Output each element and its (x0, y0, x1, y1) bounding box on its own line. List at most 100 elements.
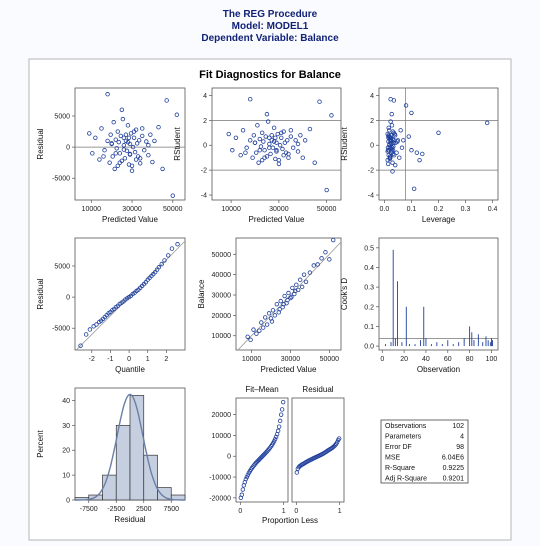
cooks-d-y-tick-label: 0.0 (364, 344, 374, 351)
rstud-lev-point (436, 130, 441, 135)
obs-pred-point (257, 328, 262, 333)
resid-pred-point (119, 107, 125, 112)
obs-pred-point (269, 319, 275, 324)
rstud-pred-x-tick-label: 10000 (221, 206, 241, 213)
rstud-pred-point (269, 133, 274, 138)
rstud-pred-point (251, 133, 257, 138)
cooks-d-y-tick-label: 0.5 (364, 245, 374, 252)
rstud-pred-point (262, 148, 267, 153)
rstud-lev-x-tick-label: 0.0 (380, 206, 390, 213)
rstud-pred-point (270, 145, 276, 150)
rstud-lev-point (391, 140, 396, 145)
obs-pred-point (299, 284, 305, 290)
rstud-lev-point (484, 120, 490, 126)
dependent-variable-title: Dependent Variable: Balance (201, 33, 339, 44)
fit-statistic-value: 0.9201 (443, 475, 465, 482)
resid-pred-point (146, 143, 151, 148)
rstud-lev-point (387, 155, 393, 160)
obs-pred-point (278, 298, 283, 304)
cooks-d-panel: 0 20 40 60 80 100 0.0 0.1 0.2 0.3 0.4 0.5 Observatio… (340, 237, 499, 374)
fit-statistics-table: Observations 102 Parameters 4 Error DF 98 MSE 6… (380, 419, 469, 484)
spread-point (245, 472, 251, 478)
obs-pred-panel: 10000 30000 50000 10000 20000 30000 40000 50000… (197, 237, 342, 374)
rstud-pred-point (291, 145, 296, 150)
resid-pred-point (105, 92, 110, 97)
resid-pred-point (115, 163, 120, 168)
rstud-pred-point (248, 96, 253, 102)
obs-pred-y-tick-label: 40000 (212, 272, 232, 279)
rstud-lev-point (391, 152, 397, 158)
spread-point (278, 412, 284, 417)
fit-statistic-label: Observations (385, 423, 427, 430)
rstud-pred-point (248, 138, 253, 143)
resid-pred-point (140, 133, 145, 139)
rstud-pred-point (274, 140, 279, 145)
rstud-lev-point (398, 128, 403, 133)
resid-pred-point (140, 126, 145, 131)
obs-pred-point (288, 295, 293, 301)
resid-pred-point (152, 138, 157, 144)
resid-pred-point (102, 148, 107, 153)
obs-pred-point (272, 313, 278, 318)
rstud-pred-point (259, 130, 265, 135)
rstud-lev-point (397, 155, 402, 160)
resid-pred-y-tick-label: 5000 (54, 114, 70, 121)
spread-x-tick-label: 1 (338, 508, 342, 515)
obs-pred-point (266, 311, 272, 316)
obs-pred-x-tick-label: 50000 (320, 356, 340, 363)
rstud-pred-point (286, 151, 291, 157)
rstud-lev-point (395, 139, 400, 144)
resid-qq-y-tick-label: 5000 (54, 264, 70, 271)
spread-right-plot-area (291, 397, 345, 503)
obs-pred-point (274, 301, 280, 307)
rstud-lev-point (390, 169, 395, 174)
rstud-pred-point (255, 123, 260, 128)
resid-pred-point (117, 160, 123, 165)
obs-pred-point (301, 272, 307, 277)
rstud-pred-point (288, 134, 294, 139)
obs-pred-point (286, 290, 291, 296)
rstud-pred-point (271, 139, 277, 144)
rstud-pred-point (264, 111, 270, 117)
resid-qq-x-tick-label: -2 (89, 356, 95, 363)
rstud-pred-point (285, 138, 290, 143)
rstud-pred-point (264, 154, 270, 159)
resid-pred-point (174, 112, 180, 117)
rstud-pred-point (273, 135, 278, 140)
rstud-pred-y-tick-label: -4 (201, 193, 207, 200)
rstud-pred-point (324, 187, 329, 193)
cooks-d-plot-area (378, 237, 499, 351)
rstud-lev-y-tick-label: -2 (368, 168, 374, 175)
fit-statistics-border (380, 419, 469, 484)
rstud-pred-panel: 10000 30000 50000 -4 -2 0 2 4 Predicted Value RSt… (173, 87, 342, 224)
rstud-lev-y-tick-label: 0 (370, 143, 374, 150)
resid-pred-point (156, 124, 161, 130)
obs-pred-point (327, 257, 332, 262)
rstud-lev-x-tick-label: 0.3 (461, 206, 471, 213)
rstud-pred-y-tick-label: 2 (203, 118, 207, 125)
rstud-pred-point (300, 155, 305, 160)
residual-histogram-x-tick-label: -2500 (107, 506, 125, 513)
cooks-d-x-axis-label: Observation (417, 365, 460, 374)
resid-pred-point (127, 151, 133, 157)
rstud-pred-x-tick-label: 30000 (269, 206, 289, 213)
rstud-pred-point (276, 157, 282, 163)
rstud-pred-point (243, 150, 248, 155)
resid-pred-point (164, 98, 169, 103)
rstud-lev-point (385, 161, 391, 167)
rstud-pred-point (298, 133, 303, 138)
resid-pred-point (107, 160, 112, 165)
rstud-pred-point (240, 128, 246, 133)
obs-pred-point (319, 256, 324, 261)
rstud-pred-point (281, 129, 286, 134)
rstud-lev-point (390, 148, 396, 153)
residual-histogram-x-tick-label: 2500 (136, 506, 152, 513)
figure-title: Fit Diagnostics for Balance (199, 69, 341, 81)
rstud-pred-point (230, 148, 235, 153)
resid-pred-point (115, 129, 120, 134)
resid-qq-y-tick-label: -5000 (52, 326, 70, 333)
spread-left-title: Fit–Mean (245, 385, 278, 394)
resid-pred-y-tick-label: 0 (66, 145, 70, 152)
obs-pred-y-axis-label: Balance (197, 279, 206, 308)
